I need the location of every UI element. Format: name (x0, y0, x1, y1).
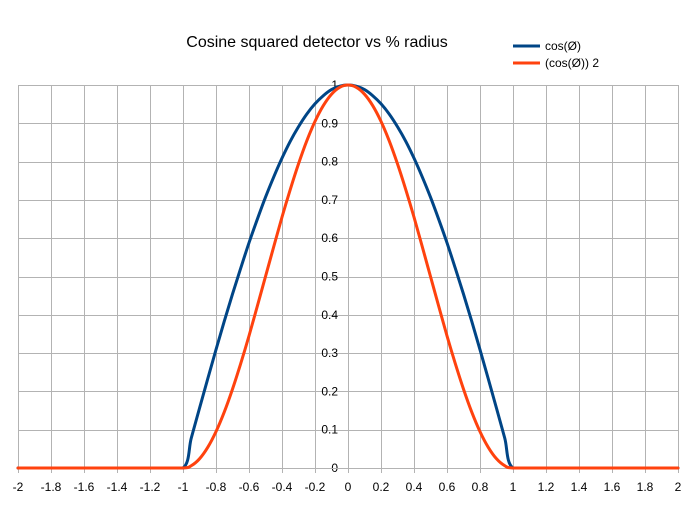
y-tick-label: 0.9 (321, 116, 338, 130)
legend-label: cos(Ø) (545, 39, 581, 53)
x-tick-label: 1.2 (538, 480, 555, 494)
legend-label: (cos(Ø)) 2 (545, 56, 599, 70)
x-tick-label: 1.6 (604, 480, 621, 494)
x-tick-label: 2 (675, 480, 682, 494)
x-tick-label: 1 (510, 480, 517, 494)
y-tick-label: 0.6 (321, 231, 338, 245)
x-tick-label: -1 (178, 480, 189, 494)
series-line-cos-squared (16, 83, 680, 470)
y-tick-label: 0.5 (321, 270, 338, 284)
y-tick-label: 0.8 (321, 155, 338, 169)
x-tick-label: 1.4 (571, 480, 588, 494)
x-tick-label: 0.2 (373, 480, 390, 494)
x-tick-label: 0.8 (472, 480, 489, 494)
x-tick-label: -1.8 (41, 480, 62, 494)
y-tick-label: 0.2 (321, 384, 338, 398)
legend: cos(Ø) (cos(Ø)) 2 (513, 39, 599, 70)
x-tick-label: -0.8 (206, 480, 227, 494)
y-tick-label: 0.4 (321, 308, 338, 322)
chart-title: Cosine squared detector vs % radius (186, 34, 447, 51)
x-tick-label: 0 (345, 480, 352, 494)
x-tick-label: -1.2 (140, 480, 161, 494)
x-tick-label: -0.4 (272, 480, 293, 494)
y-tick-label: 0.3 (321, 346, 338, 360)
series-group (16, 83, 680, 470)
x-tick-label: 0.6 (439, 480, 456, 494)
y-tick-label: 1 (331, 78, 338, 92)
y-tick-label: 0.1 (321, 423, 338, 437)
x-tick-label: -0.2 (305, 480, 326, 494)
x-tick-label: -0.6 (239, 480, 260, 494)
x-tick-label: -2 (13, 480, 24, 494)
x-tick-label: 1.8 (637, 480, 654, 494)
x-tick-label: -1.4 (107, 480, 128, 494)
x-tick-label: -1.6 (74, 480, 95, 494)
axes: -2 -1.8 -1.6 -1.4 -1.2 -1 -0.8 -0.6 -0.4 -0.2 0 0.2… (13, 78, 682, 494)
y-tick-label: 0.7 (321, 193, 338, 207)
x-tick-label: 0.4 (406, 480, 423, 494)
